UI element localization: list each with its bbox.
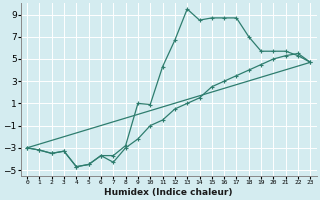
X-axis label: Humidex (Indice chaleur): Humidex (Indice chaleur) bbox=[104, 188, 233, 197]
